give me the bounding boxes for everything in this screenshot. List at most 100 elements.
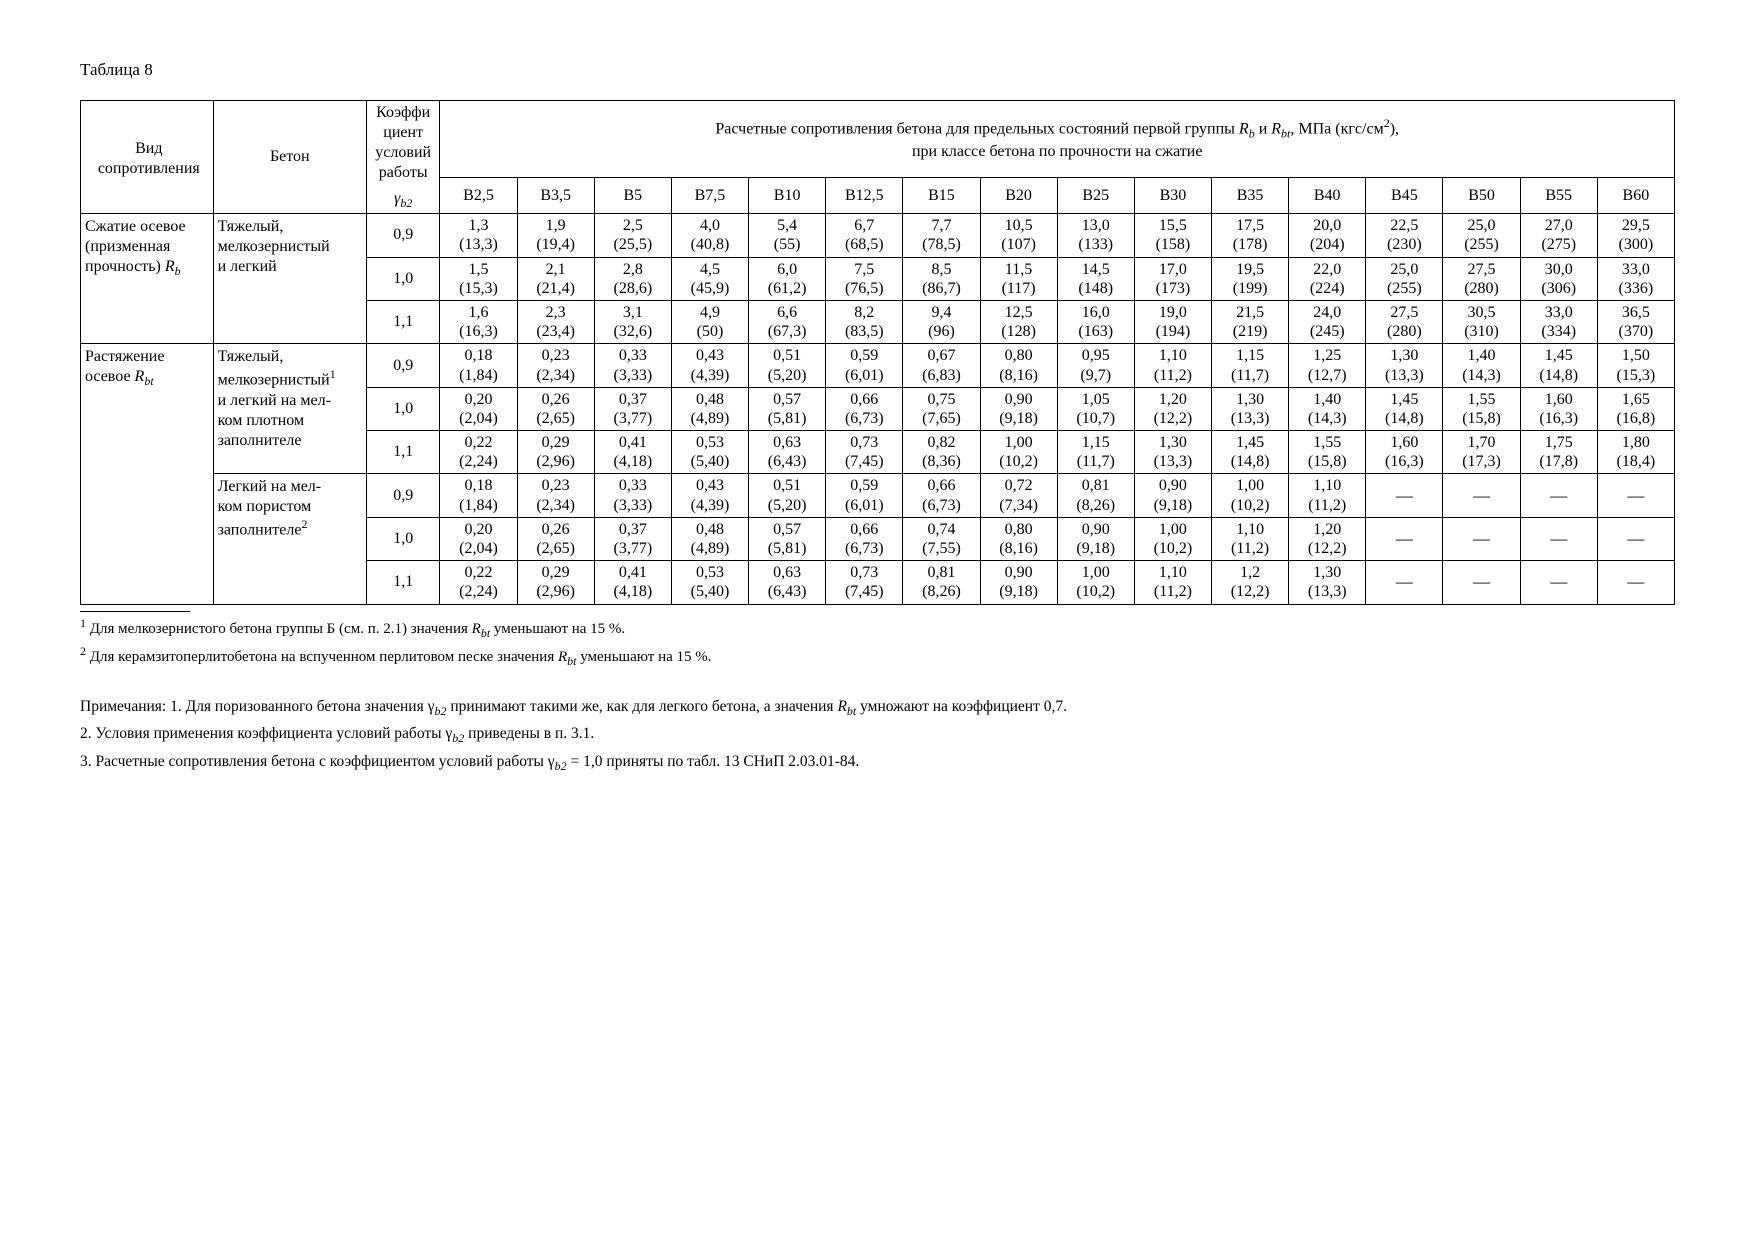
value-cell: 0,95(9,7) xyxy=(1057,344,1134,387)
value-cell: 0,20(2,04) xyxy=(440,387,517,430)
value-cell: 0,90(9,18) xyxy=(1134,474,1211,517)
value-cell: 0,41(4,18) xyxy=(594,431,671,474)
value-cell: 1,55(15,8) xyxy=(1443,387,1520,430)
class-col: B20 xyxy=(980,178,1057,214)
class-col: B12,5 xyxy=(826,178,903,214)
value-cell: 8,2(83,5) xyxy=(826,300,903,343)
resistance-tension: Растяжениеосевое Rbt xyxy=(81,344,214,604)
value-cell: 2,3(23,4) xyxy=(517,300,594,343)
gamma-value: 1,1 xyxy=(366,561,439,604)
concrete-heavy: Тяжелый,мелкозернистыйи легкий xyxy=(213,214,366,344)
resistance-compression: Сжатие осевое(призменнаяпрочность) Rb xyxy=(81,214,214,344)
value-cell: 0,57(5,81) xyxy=(749,517,826,560)
value-cell: 1,5(15,3) xyxy=(440,257,517,300)
value-cell: 0,33(3,33) xyxy=(594,474,671,517)
value-cell: 0,63(6,43) xyxy=(749,431,826,474)
footnotes: 1 Для мелкозернистого бетона группы Б (с… xyxy=(80,611,1675,670)
value-cell: 19,0(194) xyxy=(1134,300,1211,343)
value-cell: — xyxy=(1443,474,1520,517)
value-cell: 1,45(14,8) xyxy=(1211,431,1288,474)
class-col: B15 xyxy=(903,178,980,214)
value-cell: 0,51(5,20) xyxy=(749,474,826,517)
value-cell: 13,0(133) xyxy=(1057,214,1134,257)
value-cell: 1,45(14,8) xyxy=(1520,344,1597,387)
value-cell: 8,5(86,7) xyxy=(903,257,980,300)
class-col: B40 xyxy=(1289,178,1366,214)
class-col: B60 xyxy=(1597,178,1674,214)
value-cell: 0,20(2,04) xyxy=(440,517,517,560)
value-cell: 0,67(6,83) xyxy=(903,344,980,387)
value-cell: 1,40(14,3) xyxy=(1289,387,1366,430)
value-cell: 0,22(2,24) xyxy=(440,561,517,604)
value-cell: 9,4(96) xyxy=(903,300,980,343)
value-cell: 22,5(230) xyxy=(1366,214,1443,257)
value-cell: 1,65(16,8) xyxy=(1597,387,1674,430)
gamma-value: 1,0 xyxy=(366,257,439,300)
value-cell: 0,23(2,34) xyxy=(517,474,594,517)
value-cell: 6,0(61,2) xyxy=(749,257,826,300)
value-cell: 1,10(11,2) xyxy=(1134,561,1211,604)
value-cell: 0,53(5,40) xyxy=(671,431,748,474)
value-cell: 1,70(17,3) xyxy=(1443,431,1520,474)
value-cell: 0,18(1,84) xyxy=(440,474,517,517)
value-cell: 1,25(12,7) xyxy=(1289,344,1366,387)
value-cell: 2,8(28,6) xyxy=(594,257,671,300)
table-caption: Таблица 8 xyxy=(80,60,1675,80)
value-cell: 30,5(310) xyxy=(1443,300,1520,343)
value-cell: — xyxy=(1520,474,1597,517)
value-cell: 0,66(6,73) xyxy=(903,474,980,517)
value-cell: 0,48(4,89) xyxy=(671,387,748,430)
value-cell: 30,0(306) xyxy=(1520,257,1597,300)
value-cell: 1,00(10,2) xyxy=(1211,474,1288,517)
value-cell: — xyxy=(1597,561,1674,604)
value-cell: 0,57(5,81) xyxy=(749,387,826,430)
col-concrete: Бетон xyxy=(213,101,366,214)
col-resistance-type: Вид сопротивления xyxy=(81,101,214,214)
value-cell: 0,90(9,18) xyxy=(980,561,1057,604)
value-cell: 5,4(55) xyxy=(749,214,826,257)
value-cell: 3,1(32,6) xyxy=(594,300,671,343)
value-cell: 0,63(6,43) xyxy=(749,561,826,604)
value-cell: — xyxy=(1443,561,1520,604)
class-col: B25 xyxy=(1057,178,1134,214)
value-cell: 17,0(173) xyxy=(1134,257,1211,300)
value-cell: 0,81(8,26) xyxy=(1057,474,1134,517)
class-col: B55 xyxy=(1520,178,1597,214)
concrete-porous-filler: Легкий на мел-ком пористомзаполнителе2 xyxy=(213,474,366,604)
value-cell: 2,5(25,5) xyxy=(594,214,671,257)
value-cell: 10,5(107) xyxy=(980,214,1057,257)
value-cell: 1,3(13,3) xyxy=(440,214,517,257)
value-cell: 4,9(50) xyxy=(671,300,748,343)
notes: Примечания: 1. Для поризованного бетона … xyxy=(80,694,1675,776)
value-cell: — xyxy=(1520,561,1597,604)
class-col: B35 xyxy=(1211,178,1288,214)
value-cell: 1,2(12,2) xyxy=(1211,561,1288,604)
value-cell: 1,30(13,3) xyxy=(1366,344,1443,387)
span-header: Расчетные сопротивления бетона для преде… xyxy=(440,101,1675,178)
value-cell: 0,37(3,77) xyxy=(594,517,671,560)
value-cell: 0,66(6,73) xyxy=(826,517,903,560)
col-gamma: Коэффи циент условий работы γb2 xyxy=(366,101,439,214)
value-cell: 0,82(8,36) xyxy=(903,431,980,474)
value-cell: 0,59(6,01) xyxy=(826,344,903,387)
value-cell: 0,41(4,18) xyxy=(594,561,671,604)
value-cell: 36,5(370) xyxy=(1597,300,1674,343)
value-cell: 0,90(9,18) xyxy=(1057,517,1134,560)
gamma-value: 0,9 xyxy=(366,474,439,517)
value-cell: 6,7(68,5) xyxy=(826,214,903,257)
gamma-value: 0,9 xyxy=(366,344,439,387)
value-cell: 24,0(245) xyxy=(1289,300,1366,343)
value-cell: 0,75(7,65) xyxy=(903,387,980,430)
gamma-value: 1,0 xyxy=(366,517,439,560)
value-cell: 1,40(14,3) xyxy=(1443,344,1520,387)
value-cell: 0,29(2,96) xyxy=(517,431,594,474)
value-cell: 0,51(5,20) xyxy=(749,344,826,387)
value-cell: 1,10(11,2) xyxy=(1134,344,1211,387)
value-cell: 0,37(3,77) xyxy=(594,387,671,430)
value-cell: 0,43(4,39) xyxy=(671,474,748,517)
value-cell: 0,18(1,84) xyxy=(440,344,517,387)
value-cell: 0,80(8,16) xyxy=(980,517,1057,560)
value-cell: 0,74(7,55) xyxy=(903,517,980,560)
class-col: B7,5 xyxy=(671,178,748,214)
value-cell: 16,0(163) xyxy=(1057,300,1134,343)
